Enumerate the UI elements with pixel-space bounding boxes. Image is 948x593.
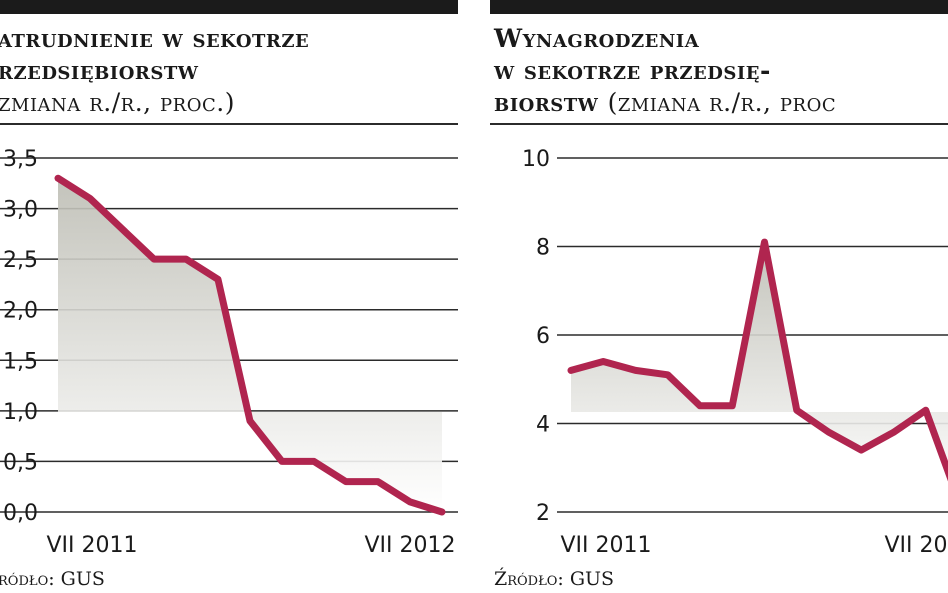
chart1-y-tick-label: 1,0 [3, 400, 38, 425]
chart2-title-line3: biorstw (zmiana r./r., proc [494, 88, 836, 118]
chart2-top-bar [490, 0, 948, 14]
chart2-subtitle: (zmiana r./r., proc [607, 88, 837, 117]
chart1-y-tick-label: 2,5 [3, 248, 38, 273]
chart2-x-tick-label: VII 2012 [884, 533, 948, 558]
chart1-data-point [376, 480, 380, 484]
chart2-data-point [924, 408, 928, 412]
chart2-data-point [634, 368, 637, 372]
chart2-data-point [569, 368, 573, 372]
chart1-title-line2: rzedsiębiorstw [0, 56, 199, 85]
chart2-data-point [827, 430, 831, 434]
chart2-y-tick-label: 6 [536, 324, 550, 349]
chart1-data-point [280, 459, 284, 463]
chart2-title-line1: Wynagrodzenia [494, 24, 700, 53]
chart2-y-tick-label: 10 [522, 147, 550, 172]
chart1-data-point [248, 419, 252, 423]
chart1-y-tick-label: 0,5 [3, 450, 38, 475]
chart2-data-point [763, 240, 766, 244]
chart1-top-bar [0, 0, 458, 14]
chart1-x-tick-label: VII 2012 [364, 533, 455, 558]
chart2-y-tick-label: 4 [536, 413, 550, 438]
chart1-data-point [88, 196, 92, 200]
chart2-y-tick-label: 2 [536, 501, 550, 526]
chart1-x-tick-label: VII 2011 [46, 533, 137, 558]
chart1-title-line1: atrudnienie w sekotrze [0, 24, 310, 53]
chart1-source: ródło: GUS [0, 568, 105, 590]
chart1-data-point [344, 480, 348, 484]
chart1-data-point [408, 500, 412, 504]
chart1-y-tick-label: 2,0 [3, 299, 38, 324]
chart2-data-point [666, 373, 670, 377]
chart1-plot: 0,0 0,5 1,0 1,5 2,0 2,5 3,0 3,5 VII 2011 VII 2012 [0, 147, 458, 558]
chart2-y-tick-label: 8 [536, 236, 550, 261]
chart1-data-point [440, 510, 444, 514]
chart2-data-point [730, 404, 734, 408]
chart2-source: Źródło: GUS [494, 568, 615, 590]
chart2-title-line2: w sekotrze przedsię- [494, 56, 771, 85]
chart2-area [571, 242, 948, 472]
chart2-title-line3-bold: biorstw [494, 88, 599, 117]
chart2-data-point [892, 430, 895, 434]
chart2-header-rule [490, 123, 948, 125]
chart1-y-tick-label: 1,5 [3, 349, 38, 374]
chart2-data-point [859, 448, 863, 452]
chart1-data-point [152, 257, 156, 261]
chart1-data-point [312, 459, 316, 463]
chart2-data-point [601, 360, 605, 364]
chart1-data-point [120, 227, 124, 231]
chart1-y-tick-label: 3,5 [3, 147, 38, 172]
chart1-data-point [184, 257, 188, 261]
chart1-subtitle: zmiana r./r., proc.) [0, 88, 235, 117]
chart1-data-point [216, 277, 220, 281]
chart2-plot: 2 4 6 8 10 VII 2011 VII 2012 [522, 147, 948, 558]
chart1-header-rule [0, 123, 458, 125]
chart2-data-point [698, 404, 702, 408]
chart2-x-tick-label: VII 2011 [560, 533, 651, 558]
chart2-data-point [795, 408, 799, 412]
chart1-data-point [56, 176, 60, 180]
chart1-y-tick-label: 3,0 [3, 198, 38, 223]
chart1-y-tick-label: 0,0 [3, 501, 38, 526]
